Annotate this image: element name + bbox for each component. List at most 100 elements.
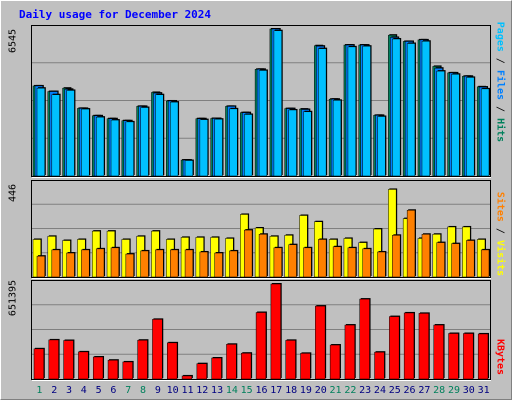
day-label: 8	[140, 385, 146, 396]
kbytes-bar	[122, 361, 133, 380]
day-label: 4	[81, 385, 87, 396]
kbytes-bar	[403, 312, 415, 380]
day-label: 18	[285, 385, 297, 396]
sites-bar	[229, 250, 238, 278]
kbytes-bar	[374, 351, 385, 380]
pages-bar	[273, 30, 282, 177]
day-label: 15	[241, 385, 253, 396]
pages-bar	[288, 109, 297, 177]
pages-bar	[421, 40, 431, 177]
sites-bar	[451, 243, 460, 278]
day-label: 9	[155, 385, 161, 396]
kbytes-bar	[167, 342, 178, 380]
kbytes-bar	[285, 340, 296, 380]
kbytes-bar	[63, 340, 74, 380]
pages-bar	[36, 87, 46, 177]
day-label: 3	[66, 385, 72, 396]
day-label: 27	[418, 385, 430, 396]
pages-bar	[51, 94, 60, 177]
kbytes-bar	[241, 352, 252, 380]
pages-bar	[466, 77, 475, 177]
pages-bar	[140, 107, 149, 177]
pages-bar	[244, 114, 253, 177]
day-label: 16	[255, 385, 267, 396]
chart-title: Daily usage for December 2024	[19, 8, 212, 21]
day-label: 22	[344, 385, 356, 396]
kbytes-bar	[33, 348, 45, 380]
sites-bar	[125, 253, 134, 278]
kbytes-bar	[270, 283, 281, 380]
kbytes-bar	[226, 344, 237, 380]
legend-files: Files	[494, 69, 506, 101]
pages-bar	[332, 100, 342, 177]
legend-sites: Sites	[494, 191, 506, 222]
kbytes-bar	[255, 312, 267, 380]
day-label: 26	[404, 385, 416, 396]
day-label: 23	[359, 385, 371, 396]
legend-visits: Visits	[494, 240, 506, 277]
kbytes-bar	[48, 339, 59, 380]
kbytes-bar	[107, 359, 119, 380]
legend-hits: Hits	[494, 118, 506, 143]
pages-bar	[362, 45, 371, 177]
kbytes-bar	[389, 316, 400, 380]
day-label: 29	[448, 385, 460, 396]
sites-bar	[347, 247, 356, 278]
day-label: 28	[433, 385, 445, 396]
day-label: 7	[125, 385, 131, 396]
day-label: 14	[226, 385, 238, 396]
day-label: 5	[96, 385, 102, 396]
kbytes-bar	[137, 339, 148, 380]
sites-bar	[184, 249, 194, 278]
pages-bar	[303, 111, 312, 177]
pages-bar	[214, 118, 223, 177]
sites-bar	[170, 249, 179, 278]
pages-bar	[184, 160, 194, 177]
sites-bar	[140, 250, 149, 278]
pages-bar	[436, 70, 445, 177]
day-label: 19	[300, 385, 312, 396]
sites-bar	[36, 255, 46, 278]
sites-bar	[480, 249, 490, 278]
sites-bar	[362, 248, 371, 278]
kbytes-bar	[463, 333, 474, 380]
pages-bar	[377, 116, 386, 177]
pages-bar	[258, 70, 268, 177]
pages-bar	[199, 119, 208, 177]
kbytes-bar	[418, 313, 430, 380]
sites-bar	[303, 247, 312, 278]
day-label: 20	[315, 385, 327, 396]
pages-bar	[229, 108, 238, 177]
pages-bar	[110, 119, 120, 177]
legend-pages: Pages	[494, 21, 506, 52]
kbytes-bar	[152, 319, 163, 380]
kbytes-bar	[92, 356, 104, 380]
pages-bar	[81, 108, 90, 177]
sites-bar	[155, 249, 164, 278]
pages-bar	[392, 38, 401, 177]
sites-bar	[66, 252, 75, 278]
pages-bar	[125, 121, 134, 177]
sites-bar	[318, 239, 327, 278]
pages-bar	[66, 90, 75, 177]
kbytes-bar	[359, 298, 370, 380]
day-label: 24	[374, 385, 386, 396]
sites-bar	[199, 251, 208, 278]
kbytes-bar	[329, 344, 341, 380]
day-label: 25	[389, 385, 401, 396]
pages-bar	[406, 43, 416, 177]
sites-bar	[421, 234, 431, 278]
sites-bar	[214, 252, 223, 278]
day-label: 17	[270, 385, 282, 396]
sites-bar	[332, 246, 342, 278]
pages-bar	[318, 48, 327, 177]
legend-kbytes: KBytes	[494, 338, 506, 376]
sites-bar	[406, 210, 416, 278]
sites-bar	[377, 251, 386, 278]
sites-bar	[95, 248, 105, 278]
kbytes-bar	[315, 305, 326, 380]
day-label: 30	[463, 385, 475, 396]
sites-bar	[288, 244, 297, 278]
